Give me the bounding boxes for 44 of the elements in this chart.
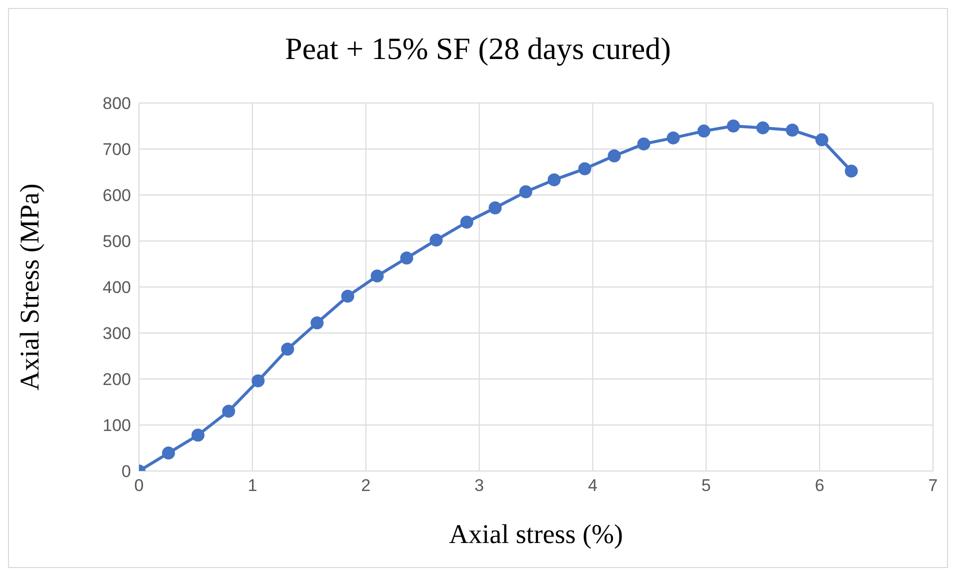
chart-title: Peat + 15% SF (28 days cured)	[284, 30, 672, 68]
point	[162, 446, 175, 460]
point	[252, 374, 265, 388]
point	[191, 428, 204, 442]
y-axis-title: Axial Stress (MPa)	[14, 184, 45, 390]
point	[608, 149, 621, 162]
x-tick-label: 2	[361, 476, 371, 496]
point	[430, 234, 443, 247]
y-tick-label: 400	[102, 278, 131, 298]
point	[697, 124, 710, 138]
y-tick-label: 500	[102, 232, 131, 252]
point	[341, 290, 354, 303]
x-tick-label: 7	[928, 476, 938, 496]
point	[815, 133, 828, 146]
y-tick-label: 300	[102, 324, 131, 344]
point	[519, 185, 532, 198]
point	[844, 164, 858, 178]
point	[578, 162, 592, 176]
y-tick-label: 700	[102, 140, 131, 160]
point	[460, 216, 474, 229]
y-tick-label: 800	[102, 94, 131, 114]
point	[400, 252, 414, 265]
x-tick-label: 0	[134, 476, 144, 496]
x-axis-title: Axial stress (%)	[449, 519, 623, 549]
point	[281, 342, 294, 356]
point	[370, 269, 384, 282]
point	[726, 120, 740, 132]
point	[548, 173, 561, 186]
x-tick-label: 6	[814, 476, 824, 496]
y-tick-label: 0	[122, 462, 131, 482]
point	[488, 201, 502, 214]
x-tick-label: 3	[474, 476, 484, 496]
x-tick-label: 5	[701, 476, 711, 496]
point	[310, 316, 324, 330]
point	[786, 124, 799, 137]
x-tick-label: 1	[248, 476, 258, 496]
point	[222, 404, 236, 418]
x-tick-label: 4	[588, 476, 598, 496]
point	[756, 121, 770, 134]
point	[666, 131, 680, 144]
y-tick-label: 600	[102, 186, 131, 206]
y-tick-label: 100	[102, 416, 131, 436]
y-tick-label: 200	[102, 370, 131, 390]
point	[637, 137, 650, 150]
